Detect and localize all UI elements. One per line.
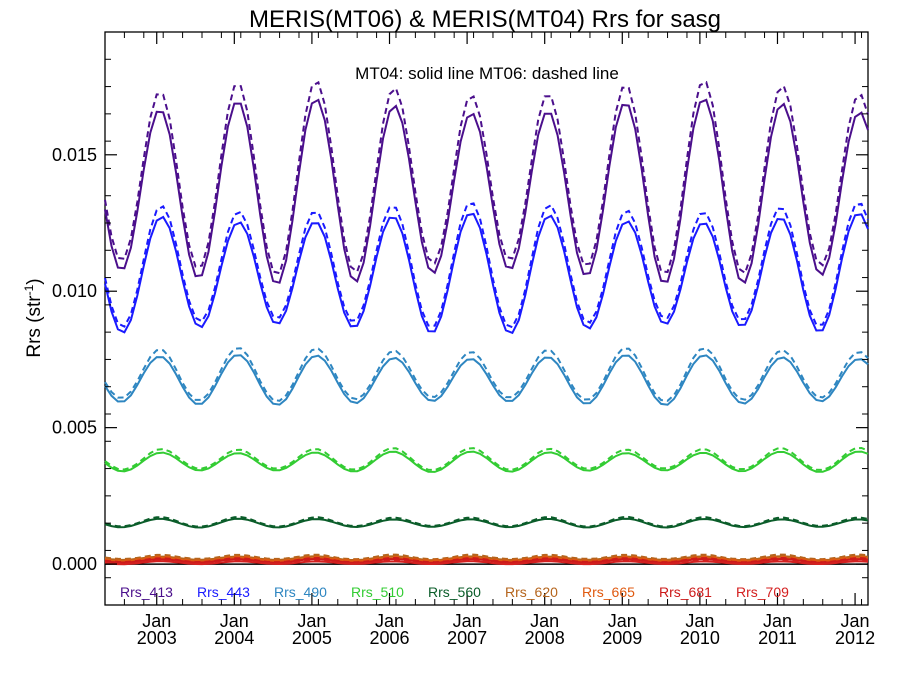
y-axis-label-sup: -1 bbox=[22, 284, 36, 295]
y-tick-label: 0.005 bbox=[52, 418, 97, 438]
legend: Rrs_413 Rrs_443 Rrs_490 Rrs_510 Rrs_560 Rrs_6… bbox=[120, 584, 789, 600]
legend-entry-rrs-413: Rrs_413 bbox=[120, 584, 173, 600]
series-line-mt04-rrs-443 bbox=[104, 212, 869, 335]
legend-entry-rrs-560: Rrs_560 bbox=[428, 584, 481, 600]
x-axis: Jan2003Jan2004Jan2005Jan2006Jan2007Jan20… bbox=[104, 32, 875, 648]
chart-title: MERIS(MT06) & MERIS(MT04) Rrs for sasg bbox=[249, 6, 721, 33]
series-group bbox=[104, 80, 869, 566]
x-tick-year: 2005 bbox=[292, 628, 332, 648]
x-tick-month: Jan bbox=[453, 611, 482, 631]
series-line-mt04-rrs-490 bbox=[104, 354, 869, 406]
x-tick-month: Jan bbox=[763, 611, 792, 631]
x-tick-month: Jan bbox=[608, 611, 637, 631]
x-tick-month: Jan bbox=[530, 611, 559, 631]
series-line-mt04-rrs-709 bbox=[104, 560, 869, 566]
x-tick-month: Jan bbox=[220, 611, 249, 631]
legend-entry-rrs-510: Rrs_510 bbox=[351, 584, 404, 600]
y-tick-label: 0.000 bbox=[52, 554, 97, 574]
series-line-mt06-rrs-443 bbox=[104, 202, 869, 329]
line-style-annotation: MT04: solid line MT06: dashed line bbox=[355, 64, 619, 83]
legend-entry-rrs-709: Rrs_709 bbox=[736, 584, 789, 600]
series-line-mt06-rrs-560 bbox=[104, 515, 869, 528]
x-tick-year: 2003 bbox=[137, 628, 177, 648]
y-tick-label: 0.015 bbox=[52, 145, 97, 165]
series-line-mt04-rrs-413 bbox=[104, 98, 869, 285]
x-tick-month: Jan bbox=[841, 611, 870, 631]
x-tick-month: Jan bbox=[375, 611, 404, 631]
legend-entry-rrs-620: Rrs_620 bbox=[505, 584, 558, 600]
legend-entry-rrs-681: Rrs_681 bbox=[659, 584, 712, 600]
x-tick-year: 2009 bbox=[602, 628, 642, 648]
series-line-mt06-rrs-510 bbox=[104, 446, 869, 472]
x-tick-year: 2011 bbox=[758, 628, 797, 648]
series-line-mt04-rrs-681 bbox=[104, 557, 869, 564]
x-tick-month: Jan bbox=[297, 611, 326, 631]
x-tick-month: Jan bbox=[142, 611, 171, 631]
plot-frame bbox=[104, 31, 869, 606]
x-tick-year: 2008 bbox=[525, 628, 565, 648]
x-tick-month: Jan bbox=[685, 611, 714, 631]
y-axis-label-main: Rrs (str bbox=[24, 295, 45, 358]
x-tick-year: 2006 bbox=[369, 628, 409, 648]
legend-entry-rrs-443: Rrs_443 bbox=[197, 584, 250, 600]
y-axis-label-tail: ) bbox=[24, 278, 45, 284]
legend-entry-rrs-490: Rrs_490 bbox=[274, 584, 327, 600]
x-tick-year: 2004 bbox=[214, 628, 254, 648]
x-tick-year: 2010 bbox=[680, 628, 720, 648]
series-line-mt06-rrs-413 bbox=[104, 80, 869, 275]
series-line-mt04-rrs-560 bbox=[104, 517, 869, 529]
series-line-mt06-rrs-490 bbox=[104, 347, 869, 402]
x-tick-year: 2007 bbox=[447, 628, 487, 648]
x-tick-year: 2012 bbox=[835, 628, 875, 648]
y-axis-label: Rrs (str-1) bbox=[22, 278, 45, 357]
y-axis: 0.000 0.005 0.010 0.015 bbox=[52, 58, 868, 579]
y-tick-label: 0.010 bbox=[52, 281, 97, 301]
series-line-mt04-rrs-510 bbox=[104, 450, 869, 473]
legend-entry-rrs-665: Rrs_665 bbox=[582, 584, 635, 600]
